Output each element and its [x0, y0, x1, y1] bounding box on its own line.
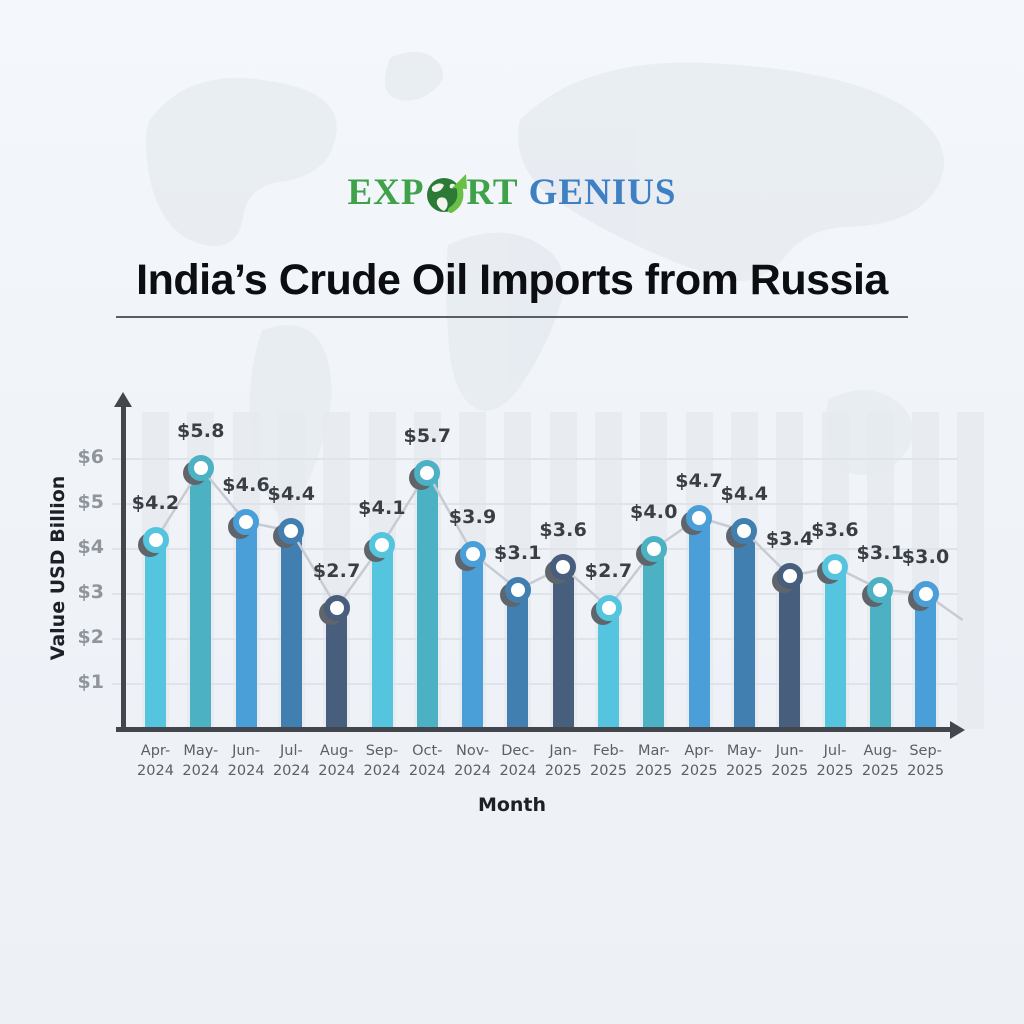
- y-axis-arrow-icon: [114, 392, 132, 407]
- value-label: $4.2: [131, 492, 180, 514]
- value-label: $3.6: [811, 519, 859, 541]
- bar: [824, 556, 846, 729]
- y-tick-label: $2: [77, 626, 104, 648]
- bar: [235, 511, 257, 729]
- x-tick-label: May- 2025: [725, 743, 763, 779]
- gridline: [112, 503, 958, 505]
- value-label: $4.1: [358, 496, 406, 519]
- value-label: $2.7: [584, 559, 633, 582]
- x-tick-label: May- 2024: [182, 743, 220, 779]
- exportgenius-logo: EXP RT GENIUS: [0, 170, 1024, 214]
- x-tick-label: Sep- 2024: [363, 743, 401, 779]
- x-tick-label: Nov- 2024: [454, 743, 492, 779]
- y-tick-label: $3: [77, 581, 104, 603]
- gridline: [112, 683, 958, 685]
- x-tick-label: Jun- 2024: [227, 743, 265, 779]
- marker-dot: [504, 576, 531, 603]
- x-tick-label: Apr- 2025: [680, 743, 718, 779]
- y-tick-label: $5: [77, 491, 104, 513]
- x-tick-label: Mar- 2025: [635, 743, 673, 779]
- marker-dot: [233, 509, 260, 535]
- value-label: $3.1: [494, 541, 542, 564]
- logo-text-rt: RT: [466, 171, 519, 213]
- column-stripe: [957, 412, 985, 729]
- marker-dot: [369, 531, 395, 558]
- gridline: [112, 458, 958, 460]
- value-label: $3.0: [901, 546, 950, 568]
- bar: [688, 506, 710, 729]
- gridline: [112, 638, 958, 640]
- x-tick-label: Sep- 2025: [907, 743, 945, 779]
- y-tick-label: $6: [77, 446, 104, 468]
- logo-text-exp: EXP: [347, 171, 425, 213]
- value-label: $4.4: [267, 483, 316, 505]
- bar: [145, 529, 166, 729]
- x-tick-label: Dec- 2024: [499, 743, 537, 779]
- marker-dot: [323, 594, 350, 621]
- value-label: $2.7: [312, 559, 361, 582]
- y-axis-title: Value USD Billion: [47, 475, 69, 661]
- bar: [326, 596, 348, 729]
- bar: [779, 565, 801, 729]
- x-tick-label: Jun- 2025: [771, 743, 809, 779]
- value-label: $4.4: [720, 483, 769, 505]
- title-underline: [116, 316, 908, 318]
- marker-dot: [595, 594, 622, 621]
- marker-dot: [867, 576, 894, 603]
- y-axis-line: [120, 404, 126, 732]
- x-axis-line: [116, 727, 952, 732]
- value-label: $3.9: [448, 505, 497, 528]
- x-tick-label: Aug- 2024: [318, 743, 356, 779]
- x-tick-label: Jan- 2025: [544, 743, 582, 779]
- value-label: $5.8: [176, 420, 225, 442]
- page-title: India’s Crude Oil Imports from Russia: [136, 256, 888, 304]
- globe-arrow-icon: [424, 172, 468, 216]
- x-tick-label: Aug- 2025: [861, 743, 899, 779]
- value-label: $5.7: [403, 424, 452, 447]
- marker-dot: [776, 563, 803, 589]
- x-tick-label: Jul- 2024: [272, 743, 310, 779]
- bar: [462, 542, 484, 729]
- value-label: $3.6: [539, 519, 588, 541]
- marker-dot: [142, 527, 169, 553]
- x-axis-title: Month: [477, 794, 547, 816]
- x-tick-label: Oct- 2024: [408, 743, 446, 779]
- marker-dot: [912, 581, 939, 607]
- bar: [598, 596, 619, 729]
- x-tick-label: Feb- 2025: [590, 743, 627, 779]
- bar: [280, 520, 302, 729]
- marker-dot: [414, 459, 441, 486]
- x-axis-arrow-icon: [950, 720, 965, 739]
- marker-dot: [640, 536, 667, 562]
- bar: [552, 556, 574, 729]
- x-tick-label: Apr- 2024: [137, 743, 174, 779]
- logo-text-genius: GENIUS: [528, 171, 677, 213]
- x-tick-label: Jul- 2025: [816, 743, 854, 779]
- bar: [733, 520, 755, 729]
- value-label: $4.0: [629, 501, 678, 523]
- y-tick-label: $1: [77, 671, 104, 693]
- y-tick-label: $4: [77, 536, 104, 558]
